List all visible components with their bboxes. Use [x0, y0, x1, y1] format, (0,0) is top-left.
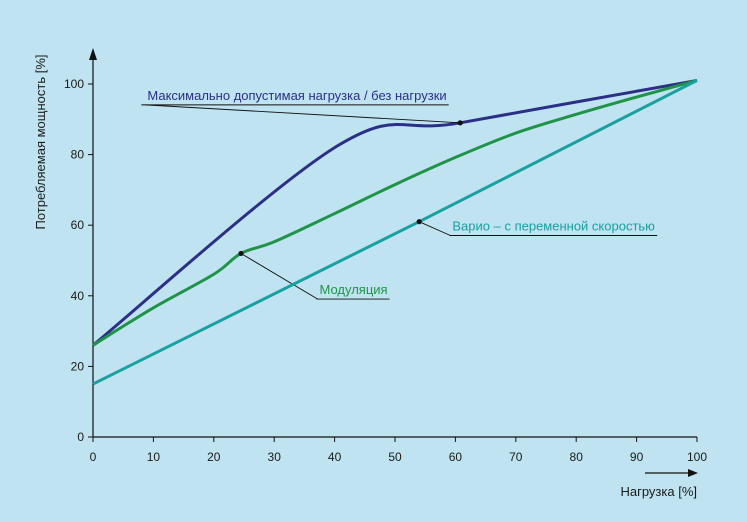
series-line — [92, 79, 698, 347]
x-tick-label: 80 — [570, 450, 584, 464]
series-marker-point — [416, 219, 422, 225]
label-leader-line — [240, 253, 318, 300]
x-tick-label: 10 — [147, 450, 161, 464]
label-leader-line — [145, 104, 461, 124]
y-tick-label: 60 — [71, 218, 85, 232]
series-label: Модуляция — [320, 282, 388, 297]
x-tick-label: 40 — [328, 450, 342, 464]
x-tick-label: 50 — [388, 450, 402, 464]
x-tick-label: 70 — [509, 450, 523, 464]
x-tick-label: 90 — [630, 450, 644, 464]
series-label: Варио – с переменной скоростью — [452, 218, 655, 233]
y-axis-title: Потребляемая мощность [%] — [33, 55, 48, 230]
series-marker-point — [457, 120, 463, 126]
x-axis-title: Нагрузка [%] — [620, 484, 697, 499]
label-leader-line — [418, 221, 451, 236]
series-marker-point — [238, 250, 244, 257]
y-axis-arrow — [89, 48, 97, 60]
series-group: Варио – с переменной скоростью — [92, 79, 698, 386]
series-group: Модуляция — [92, 79, 698, 347]
y-tick-label: 20 — [71, 359, 85, 373]
x-tick-label: 100 — [687, 450, 707, 464]
x-tick-label: 0 — [90, 450, 97, 464]
y-tick-label: 40 — [71, 289, 85, 303]
x-axis-title-arrow — [688, 469, 698, 477]
series-group: Максимально допустимая нагрузка / без на… — [92, 78, 698, 347]
series-layer: Максимально допустимая нагрузка / без на… — [92, 78, 698, 386]
series-line — [92, 78, 698, 347]
series-label: Максимально допустимая нагрузка / без на… — [147, 88, 446, 103]
axes: 0 10 20 30 40 50 60 70 80 90 100 0 20 40 60 80 100 — [64, 48, 707, 477]
x-tick-label: 30 — [268, 450, 282, 464]
y-tick-label: 100 — [64, 77, 84, 91]
x-tick-label: 20 — [207, 450, 221, 464]
y-tick-label: 80 — [71, 148, 85, 162]
x-tick-label: 60 — [449, 450, 463, 464]
y-tick-label: 0 — [77, 430, 84, 444]
